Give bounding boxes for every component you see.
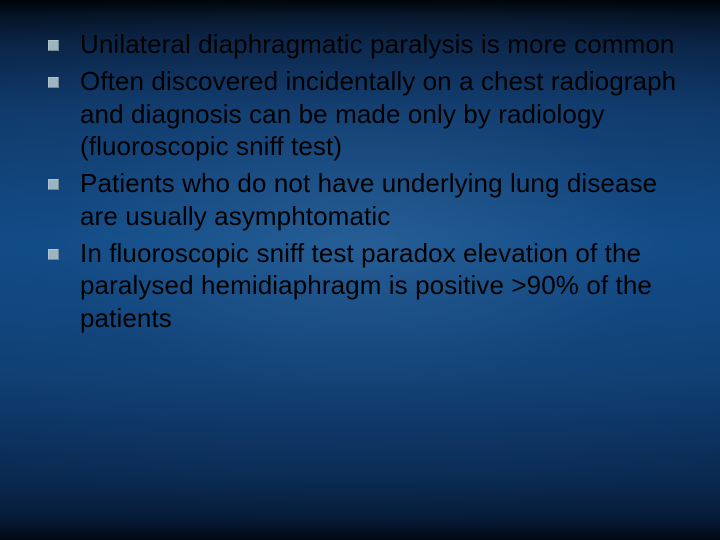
- bullet-list: Unilateral diaphragmatic paralysis is mo…: [36, 28, 684, 335]
- list-item: In fluoroscopic sniff test paradox eleva…: [36, 237, 684, 335]
- bullet-text: In fluoroscopic sniff test paradox eleva…: [80, 238, 652, 334]
- list-item: Patients who do not have underlying lung…: [36, 167, 684, 233]
- slide: Unilateral diaphragmatic paralysis is mo…: [0, 0, 720, 540]
- square-bullet-icon: [48, 77, 59, 88]
- square-bullet-icon: [48, 179, 59, 190]
- list-item: Often discovered incidentally on a chest…: [36, 65, 684, 163]
- bullet-text: Often discovered incidentally on a chest…: [80, 66, 676, 162]
- square-bullet-icon: [48, 40, 59, 51]
- bullet-text: Unilateral diaphragmatic paralysis is mo…: [80, 29, 674, 59]
- bullet-text: Patients who do not have underlying lung…: [80, 168, 657, 231]
- square-bullet-icon: [48, 249, 59, 260]
- list-item: Unilateral diaphragmatic paralysis is mo…: [36, 28, 684, 61]
